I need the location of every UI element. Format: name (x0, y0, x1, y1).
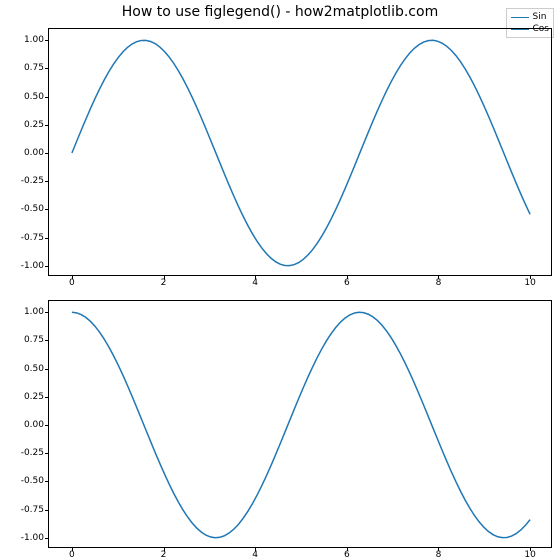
ytick-label: -0.25 (21, 176, 44, 186)
ytick-mark (45, 68, 49, 69)
ytick-label: 0.50 (24, 364, 44, 374)
legend-label-sin: Sin (533, 11, 547, 23)
ytick-label: 1.00 (24, 307, 44, 317)
ytick-mark (45, 369, 49, 370)
subplot-sin: 0246810-1.00-0.75-0.50-0.250.000.250.500… (48, 28, 552, 276)
ytick-mark (45, 481, 49, 482)
xtick-label: 0 (69, 550, 75, 560)
ytick-mark (45, 510, 49, 511)
ytick-label: 0.25 (24, 392, 44, 402)
xtick-label: 0 (69, 278, 75, 288)
figure: How to use figlegend() - how2matplotlib.… (0, 0, 560, 560)
ytick-mark (45, 125, 49, 126)
xtick-label: 6 (344, 278, 350, 288)
xtick-label: 2 (161, 550, 167, 560)
ytick-label: 1.00 (24, 35, 44, 45)
ytick-label: -1.00 (21, 261, 44, 271)
ytick-mark (45, 209, 49, 210)
line-sin (49, 29, 551, 275)
ytick-mark (45, 425, 49, 426)
xtick-label: 8 (436, 550, 442, 560)
legend-swatch-sin (511, 17, 529, 18)
ytick-label: 0.25 (24, 120, 44, 130)
ytick-mark (45, 266, 49, 267)
line-cos (49, 301, 551, 547)
ytick-mark (45, 538, 49, 539)
figure-title: How to use figlegend() - how2matplotlib.… (0, 4, 560, 20)
ytick-mark (45, 340, 49, 341)
ytick-label: -0.25 (21, 448, 44, 458)
xtick-label: 2 (161, 278, 167, 288)
xtick-label: 6 (344, 550, 350, 560)
ytick-label: 0.75 (24, 63, 44, 73)
ytick-mark (45, 453, 49, 454)
legend-item-sin: Sin (511, 11, 549, 23)
ytick-mark (45, 97, 49, 98)
ytick-label: -0.75 (21, 505, 44, 515)
xtick-label: 8 (436, 278, 442, 288)
ytick-mark (45, 40, 49, 41)
ytick-mark (45, 238, 49, 239)
ytick-mark (45, 153, 49, 154)
ytick-label: 0.50 (24, 92, 44, 102)
ytick-label: -0.50 (21, 204, 44, 214)
xtick-label: 10 (524, 550, 535, 560)
ytick-label: -0.50 (21, 476, 44, 486)
subplot-cos: 0246810-1.00-0.75-0.50-0.250.000.250.500… (48, 300, 552, 548)
ytick-label: 0.00 (24, 420, 44, 430)
xtick-label: 4 (252, 278, 258, 288)
ytick-mark (45, 397, 49, 398)
xtick-label: 4 (252, 550, 258, 560)
ytick-label: -0.75 (21, 233, 44, 243)
ytick-mark (45, 312, 49, 313)
xtick-label: 10 (524, 278, 535, 288)
ytick-mark (45, 181, 49, 182)
ytick-label: -1.00 (21, 533, 44, 543)
ytick-label: 0.75 (24, 335, 44, 345)
ytick-label: 0.00 (24, 148, 44, 158)
